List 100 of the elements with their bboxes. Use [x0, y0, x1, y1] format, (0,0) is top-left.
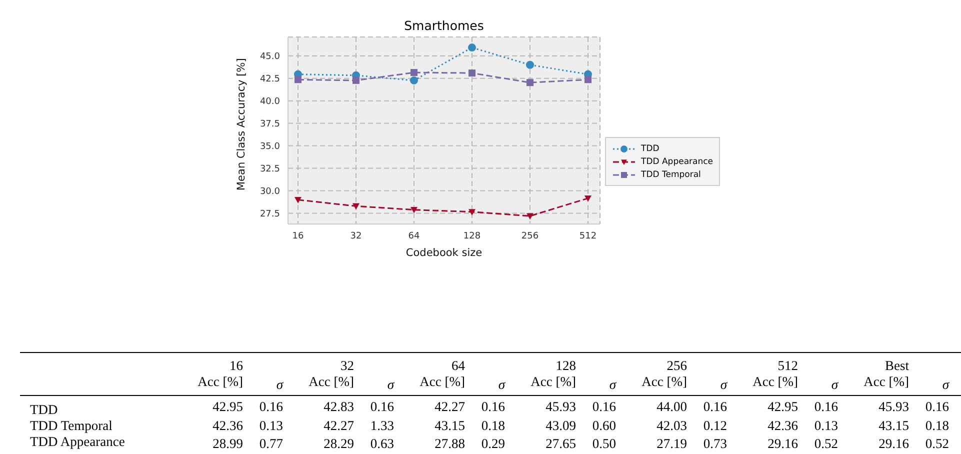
point — [584, 195, 592, 202]
data-label: 42.27 — [322, 418, 354, 434]
data-label: 0.16 — [258, 398, 283, 416]
y-tick-label: 42.5 — [260, 74, 280, 85]
data-label: 0.18 — [480, 418, 505, 434]
data-label: 28.29 — [322, 435, 354, 453]
text: 256 — [666, 357, 687, 374]
data-label: 0.29 — [480, 435, 505, 453]
data-label: 0.16 — [369, 398, 394, 416]
text: 128 — [554, 357, 576, 374]
chart-title: Smarthomes — [403, 18, 485, 33]
category-label: Acc [%] — [530, 374, 576, 391]
y-tick-label: 27.5 — [260, 209, 280, 220]
y-tick-label: 32.5 — [260, 164, 280, 174]
point — [584, 76, 592, 84]
x-tick-label: 64 — [408, 231, 420, 242]
data-label: 28.99 — [212, 435, 243, 453]
y-tick-label: 30.0 — [260, 186, 280, 197]
legend-label: TDD Temporal — [641, 170, 701, 180]
y-axis-title: Mean Class Accuracy [%] — [236, 58, 248, 190]
data-label: 0.16 — [480, 398, 505, 416]
text: 64 — [450, 357, 465, 374]
y-tick-label: 40.0 — [260, 97, 280, 108]
category-label: σ — [386, 376, 394, 394]
data-label: 0.16 — [924, 398, 949, 416]
text: TDD — [29, 401, 59, 418]
category-label: Acc [%] — [862, 374, 909, 391]
data-label: 0.63 — [369, 435, 394, 453]
point — [410, 206, 418, 214]
data-label: 42.03 — [656, 418, 687, 434]
category-label: σ — [941, 376, 949, 394]
x-axis-title: Codebook size — [406, 247, 482, 259]
data-label: 0.13 — [258, 418, 283, 434]
x-tick-label: 32 — [350, 231, 362, 242]
point — [468, 44, 476, 52]
category-label: Acc [%] — [752, 374, 798, 391]
data-label: 42.27 — [434, 398, 465, 416]
text: 512 — [776, 357, 798, 374]
data-label: 43.15 — [434, 418, 465, 434]
data-label: 43.15 — [878, 418, 909, 434]
point — [410, 69, 418, 76]
data-label: 0.73 — [702, 435, 727, 453]
y-tick-label: 45.0 — [260, 52, 280, 62]
data-label: 27.88 — [434, 435, 465, 453]
point — [294, 197, 302, 204]
text: TDD Temporal — [29, 418, 114, 434]
category-label: Acc [%] — [640, 374, 687, 391]
data-label: 0.77 — [258, 435, 283, 453]
x-tick-label: 128 — [463, 231, 481, 242]
point — [468, 70, 476, 77]
data-label: 42.36 — [212, 418, 243, 434]
x-tick-label: 512 — [579, 231, 597, 242]
data-label: 45.93 — [544, 398, 576, 416]
data-label: 29.16 — [878, 435, 909, 453]
legend-label: TDD — [641, 144, 660, 154]
text: TDD Appearance — [29, 434, 126, 451]
data-label: 0.16 — [813, 398, 838, 416]
point — [526, 79, 534, 86]
data-label: 0.12 — [702, 418, 727, 434]
point — [410, 76, 418, 84]
text: Best — [884, 357, 909, 374]
data-label: 43.09 — [544, 418, 576, 434]
data-label: 42.95 — [766, 398, 798, 416]
data-label: 0.60 — [591, 418, 616, 434]
data-label: 1.33 — [369, 418, 394, 434]
data-label: 0.50 — [591, 435, 616, 453]
text: 32 — [340, 357, 354, 374]
category-label: Acc [%] — [308, 374, 354, 391]
data-label: 42.83 — [322, 398, 354, 416]
x-tick-label: 16 — [292, 231, 304, 242]
point — [526, 60, 534, 69]
category-label: Acc [%] — [418, 374, 465, 391]
category-label: σ — [497, 376, 505, 394]
data-label: 42.95 — [212, 398, 243, 416]
data-label: 27.65 — [544, 435, 576, 453]
y-tick-label: 35.0 — [260, 142, 280, 152]
category-label: σ — [719, 376, 727, 394]
category-label: σ — [830, 376, 838, 394]
data-label: 27.19 — [656, 435, 687, 453]
data-label: 29.16 — [766, 435, 798, 453]
point — [468, 209, 476, 216]
point — [526, 213, 534, 220]
data-label: 0.52 — [924, 435, 949, 453]
point — [294, 76, 302, 84]
category-label: σ — [275, 376, 283, 394]
legend-label: TDD Appearance — [641, 156, 714, 166]
data-label: 42.36 — [766, 418, 798, 434]
data-label: 0.13 — [813, 418, 838, 434]
point — [352, 203, 360, 210]
data-label: 0.18 — [924, 418, 949, 434]
x-tick-label: 256 — [521, 231, 539, 242]
data-label: 44.00 — [656, 398, 687, 416]
data-label: 0.52 — [813, 435, 838, 453]
data-label: 0.16 — [591, 398, 616, 416]
y-tick-label: 37.5 — [260, 120, 280, 130]
category-label: Acc [%] — [196, 374, 243, 391]
point — [352, 76, 360, 84]
category-label: σ — [608, 376, 616, 394]
data-label: 45.93 — [878, 398, 909, 416]
text: 16 — [228, 357, 243, 374]
